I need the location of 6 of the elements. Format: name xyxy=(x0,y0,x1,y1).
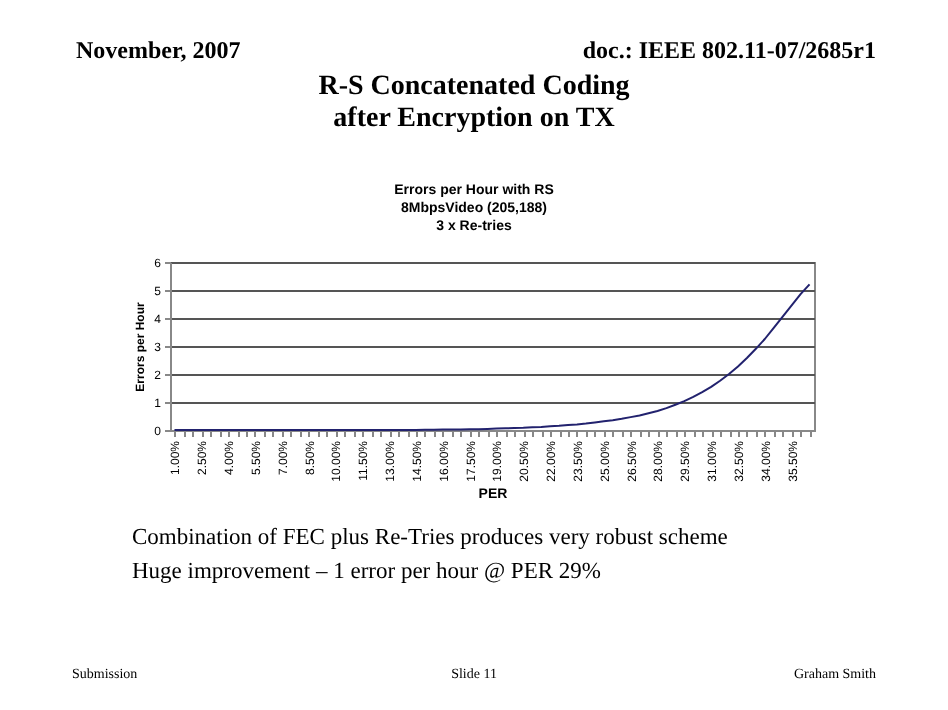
text: November, 2007 xyxy=(76,36,241,64)
line-series xyxy=(173,283,811,431)
chart-title: R-S Concatenated Coding after Encryption on TX xyxy=(318,72,630,135)
text: Huge improvement – 1 error per hour @ PER 29% xyxy=(132,560,602,584)
text: Combination of FEC plus Re-Tries produces very robust scheme xyxy=(132,526,728,550)
text: doc.: IEEE 802.11-07/2685r1 xyxy=(582,36,876,64)
